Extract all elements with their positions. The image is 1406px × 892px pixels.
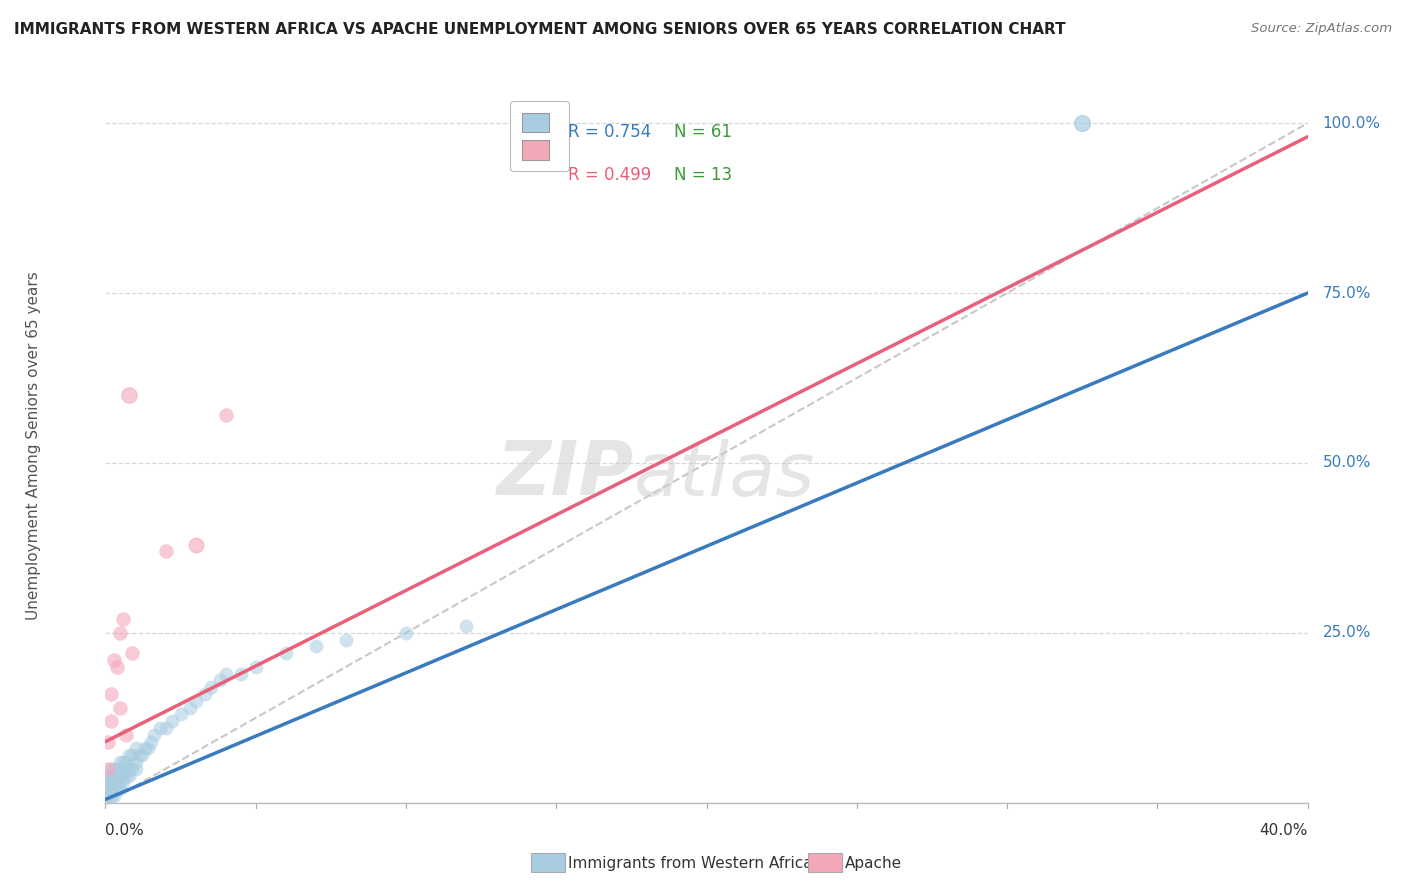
Point [103,653,125,667]
Point [107,660,129,674]
Point [103,769,125,783]
Point [208,673,231,688]
Point [169,707,191,722]
Text: 50.0%: 50.0% [1323,456,1371,470]
Point [112,775,135,789]
Point [274,646,297,660]
Point [115,728,138,742]
Text: N = 13: N = 13 [673,166,733,184]
Point [115,769,138,783]
Point [110,755,132,769]
Point [121,762,143,776]
Point [395,626,418,640]
Text: N = 61: N = 61 [673,123,731,141]
Text: Apache: Apache [845,856,903,871]
Point [136,741,159,756]
Text: ZIP: ZIP [498,438,634,511]
Point [112,755,135,769]
Text: 40.0%: 40.0% [1260,823,1308,838]
Point [100,762,122,776]
Point [118,769,141,783]
Point [110,626,132,640]
Point [214,666,236,681]
Point [110,762,132,776]
Point [121,646,143,660]
Point [131,748,153,763]
Point [97,789,120,803]
Point [112,769,135,783]
Point [100,769,122,783]
Point [194,687,217,701]
Point [110,775,132,789]
Text: atlas: atlas [634,439,815,510]
Point [103,782,125,797]
Point [118,388,141,402]
Point [124,741,146,756]
Point [305,640,328,654]
Text: Immigrants from Western Africa: Immigrants from Western Africa [568,856,813,871]
Point [245,660,267,674]
Point [118,762,141,776]
Point [112,612,135,626]
Point [200,680,222,694]
Point [103,775,125,789]
Point [107,769,129,783]
Point [97,769,120,783]
Point [179,700,201,714]
Point [139,734,162,748]
Legend: , : , [510,101,569,171]
Point [128,748,150,763]
Point [110,700,132,714]
Point [184,537,207,551]
Text: 100.0%: 100.0% [1323,116,1381,131]
Point [107,775,129,789]
Text: 75.0%: 75.0% [1323,285,1371,301]
Point [112,762,135,776]
Point [148,721,170,735]
Point [100,782,122,797]
Point [1071,116,1094,130]
Text: Unemployment Among Seniors over 65 years: Unemployment Among Seniors over 65 years [25,272,41,620]
Text: R = 0.754: R = 0.754 [568,123,651,141]
Point [115,755,138,769]
Point [100,789,122,803]
Point [97,734,120,748]
Point [124,762,146,776]
Point [107,762,129,776]
Text: Source: ZipAtlas.com: Source: ZipAtlas.com [1251,22,1392,36]
Text: 25.0%: 25.0% [1323,625,1371,640]
Point [107,782,129,797]
Point [97,775,120,789]
Point [155,544,177,558]
Point [110,782,132,797]
Point [103,789,125,803]
Point [97,762,120,776]
Point [229,666,252,681]
Point [110,769,132,783]
Point [97,782,120,797]
Point [184,694,207,708]
Point [100,775,122,789]
Text: IMMIGRANTS FROM WESTERN AFRICA VS APACHE UNEMPLOYMENT AMONG SENIORS OVER 65 YEAR: IMMIGRANTS FROM WESTERN AFRICA VS APACHE… [14,22,1066,37]
Point [454,619,477,633]
Point [118,748,141,763]
Text: R = 0.499: R = 0.499 [568,166,651,184]
Point [103,762,125,776]
Point [121,748,143,763]
Point [155,721,177,735]
Point [115,762,138,776]
Point [160,714,183,729]
Point [214,409,236,423]
Point [124,755,146,769]
Point [335,632,357,647]
Text: 0.0%: 0.0% [105,823,145,838]
Point [142,728,165,742]
Point [100,687,122,701]
Point [100,714,122,729]
Point [134,741,156,756]
